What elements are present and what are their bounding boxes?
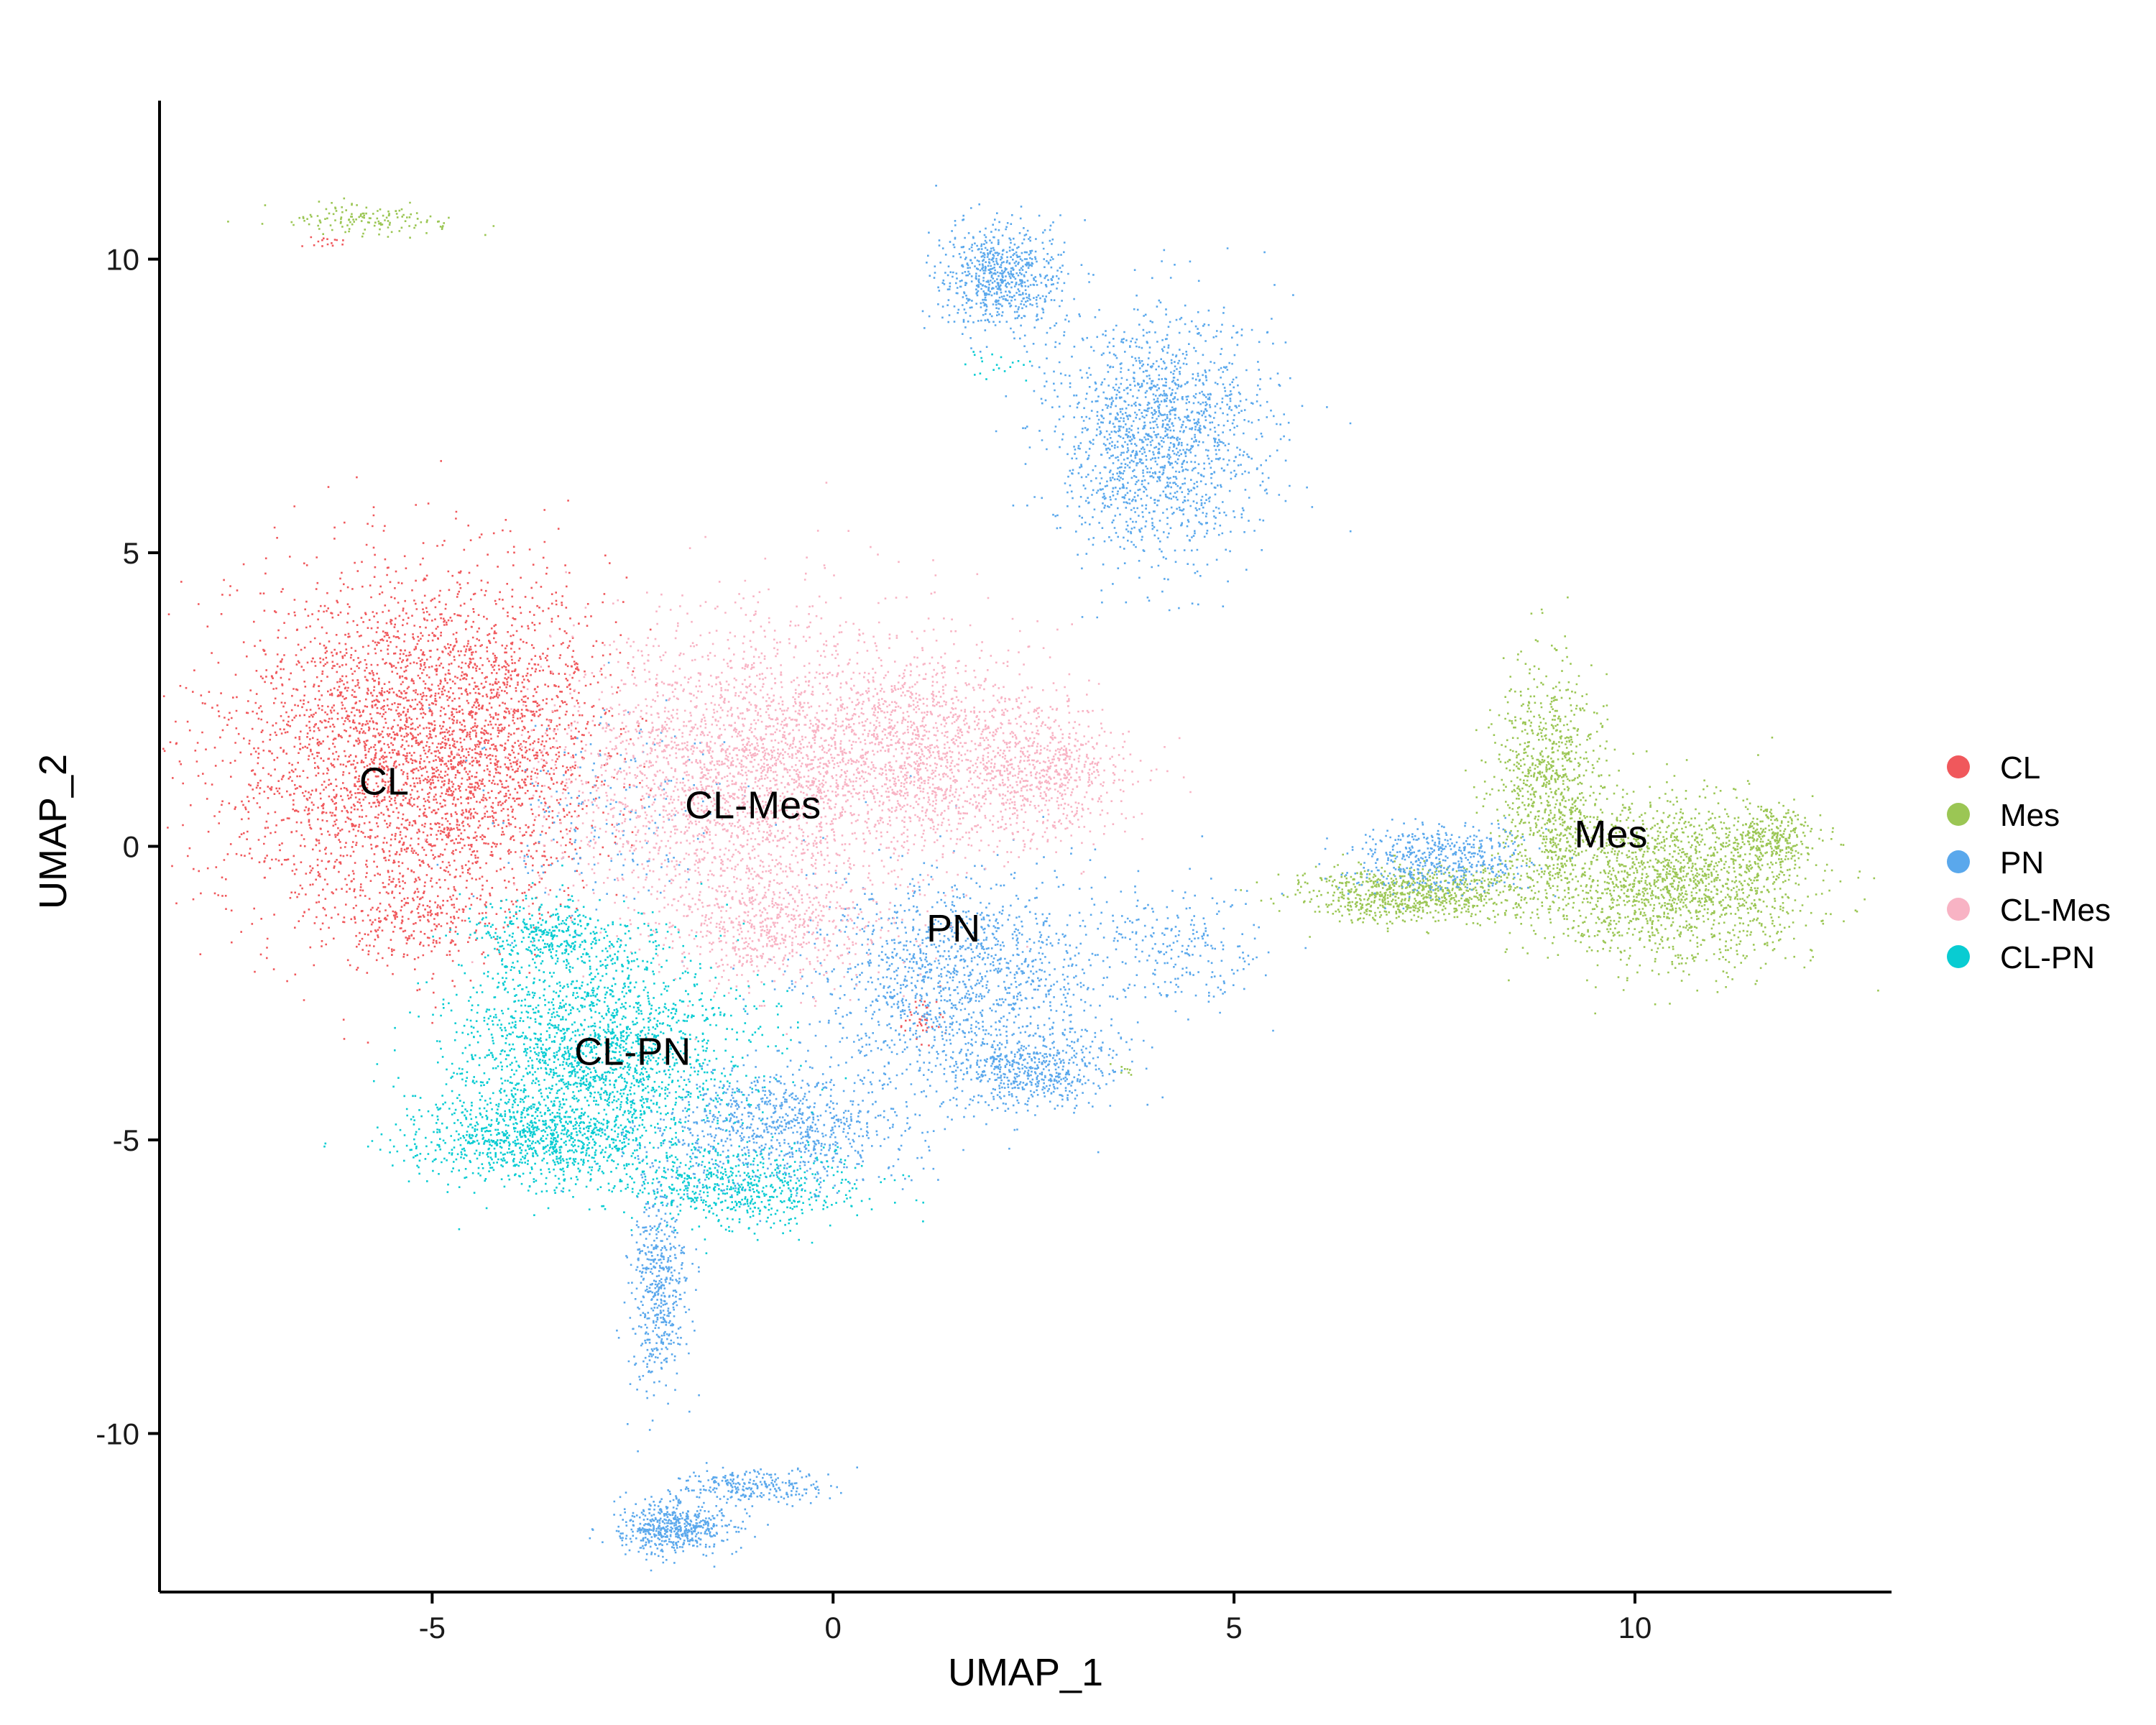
cluster-label-cl-pn: CL-PN	[574, 1030, 691, 1073]
point-cloud-pn-8	[589, 1485, 769, 1572]
y-tick-label: -5	[113, 1123, 139, 1157]
legend-swatch	[1947, 898, 1970, 921]
point-cloud-mes-5	[1110, 1063, 1133, 1076]
legend-item-pn: PN	[1947, 845, 2044, 880]
y-tick-label: 10	[106, 243, 139, 277]
point-cloud-cl-pn-3	[445, 882, 668, 983]
point-cloud-cl-mes-0	[424, 482, 1013, 1041]
point-cloud-pn-3	[903, 1013, 1153, 1126]
cluster-label-cl-mes: CL-Mes	[685, 783, 821, 827]
point-cloud-mes-3	[1711, 795, 1822, 893]
legend-swatch	[1947, 803, 1970, 826]
point-cloud-cl-1	[331, 500, 708, 955]
legend-label: CL-Mes	[2000, 893, 2111, 928]
y-tick-label: 5	[123, 536, 139, 570]
series-points-mes	[227, 197, 1879, 1076]
legend-item-cl-pn: CL-PN	[1947, 940, 2095, 975]
y-tick-label: -10	[96, 1417, 139, 1450]
legend-label: CL	[2000, 750, 2040, 786]
y-axis-title: UMAP_2	[32, 754, 75, 909]
y-tick-label: 0	[123, 830, 139, 864]
legend-swatch	[1947, 850, 1970, 873]
point-cloud-cl-2	[308, 838, 541, 1008]
series-points-pn	[428, 185, 1573, 1572]
cluster-label-cl: CL	[359, 760, 409, 804]
legend-label: CL-PN	[2000, 940, 2095, 975]
point-cloud-mes-1	[1465, 596, 1651, 952]
points-layer	[162, 185, 1879, 1572]
y-ticks: -10 -5 0 5 10	[96, 243, 160, 1450]
series-points-cl-pn	[323, 351, 1031, 1254]
legend: CL Mes PN CL-Mes CL-PN	[1947, 750, 2111, 975]
cluster-labels: CL Mes PN CL-Mes CL-PN	[359, 760, 1648, 1074]
point-cloud-pn-1	[921, 185, 1100, 353]
legend-label: PN	[2000, 845, 2044, 880]
point-cloud-mes-0	[1483, 736, 1879, 1015]
x-axis-title: UMAP_1	[948, 1651, 1103, 1694]
point-cloud-cl-pn-4	[964, 351, 1031, 382]
legend-item-cl: CL	[1947, 750, 2040, 786]
series-points-cl-mes	[424, 482, 1192, 1041]
x-tick-label: 0	[825, 1611, 842, 1644]
point-cloud-cl-mes-3	[620, 838, 921, 1035]
point-cloud-cl-pn-0	[371, 864, 847, 1230]
legend-item-cl-mes: CL-Mes	[1947, 893, 2111, 928]
legend-swatch	[1947, 945, 1970, 968]
point-cloud-cl-0	[162, 460, 658, 1044]
legend-item-mes: Mes	[1947, 798, 2060, 833]
legend-label: Mes	[2000, 798, 2060, 833]
legend-swatch	[1947, 755, 1970, 778]
x-tick-label: -5	[419, 1611, 446, 1644]
x-tick-label: 5	[1225, 1611, 1242, 1644]
point-cloud-cl-pn-2	[553, 1122, 924, 1254]
point-cloud-cl-4	[301, 236, 344, 247]
cluster-label-mes: Mes	[1574, 813, 1647, 856]
cluster-label-pn: PN	[926, 907, 980, 950]
point-cloud-pn-6	[1318, 816, 1573, 910]
x-ticks: -5 0 5 10	[419, 1592, 1652, 1644]
point-cloud-cl-mes-1	[667, 561, 1185, 949]
point-cloud-pn-9	[659, 1462, 858, 1511]
x-tick-label: 10	[1618, 1611, 1652, 1644]
